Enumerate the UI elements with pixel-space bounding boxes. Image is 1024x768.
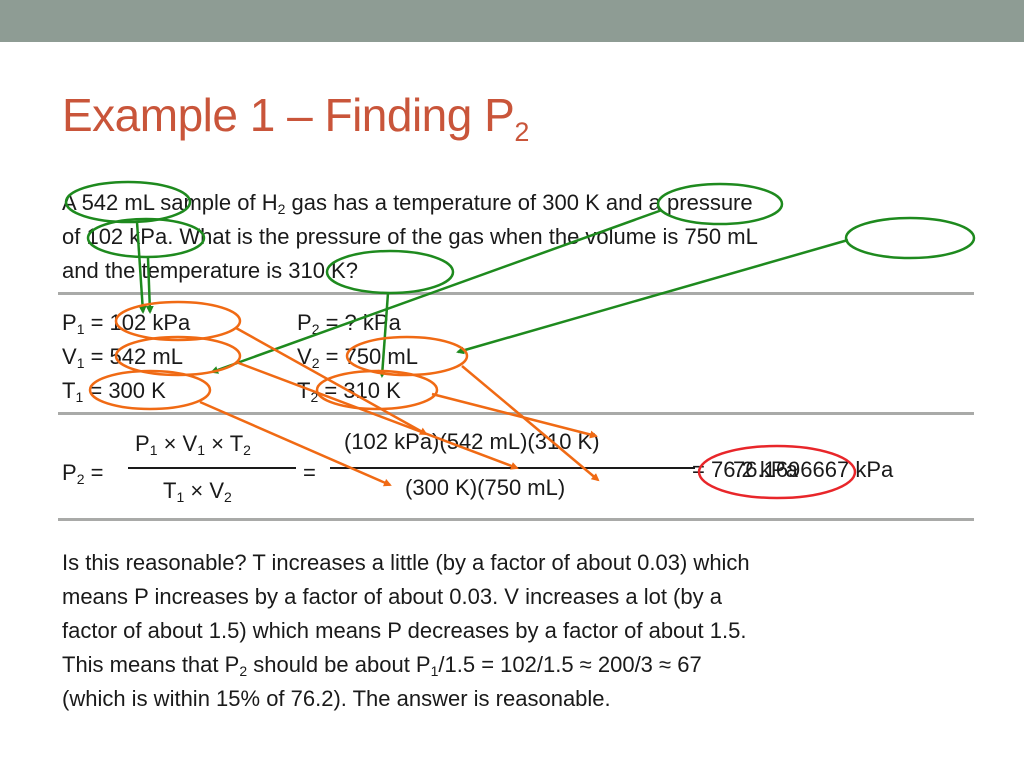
circle-750-ml [844,216,976,260]
circle-t1 [88,369,212,411]
formula-numerator: P1 × V1 × T2 [135,431,251,458]
result-value: = 76.2 kPa [692,457,798,482]
arrow-542-to-v1 [135,221,147,314]
top-bar [0,0,1024,42]
var-v2: V2 = 750 mL [297,344,418,371]
reasoning-line-1: Is this reasonable? T increases a little… [62,550,750,575]
var-p2: P2 = ? kPa [297,310,401,337]
arrow-310-to-t2 [378,292,390,378]
arrow-v2-to-denom [461,365,600,482]
arrow-300-to-t1 [210,208,663,374]
var-p1: P1 = 102 kPa [62,310,191,337]
arrow-p1-to-numer [235,326,428,436]
reasoning-line-2: means P increases by a factor of about 0… [62,584,722,609]
equation-lhs: P2 = [62,460,104,487]
arrow-750-to-v2 [456,238,849,355]
circle-v2 [345,335,469,377]
problem-line-1: A 542 mL sample of H2 gas has a temperat… [62,190,753,217]
circle-102-kpa [86,217,206,259]
var-v1: V1 = 542 mL [62,344,183,371]
circle-v1 [114,335,242,377]
arrow-v1-to-numer [235,360,519,470]
result-overlap: 76.1696667 kPa [733,457,894,482]
values-denominator: (300 K)(750 mL) [405,475,566,500]
circle-542-ml [64,180,192,224]
reasoning-line-5: (which is within 15% of 76.2). The answe… [62,686,611,711]
problem-line-2: of 102 kPa. What is the pressure of the … [62,224,758,249]
circle-300-k [656,182,784,226]
reasoning-line-4: This means that P2 should be about P1/1.… [62,652,702,679]
circle-t2 [315,369,439,411]
divider-1 [58,292,974,295]
problem-line-3: and the temperature is 310 K? [62,258,358,283]
divider-2 [58,412,974,415]
formula-denominator: T1 × V2 [163,478,232,505]
slide-title: Example 1 – Finding P2 [62,89,529,147]
circle-result [697,444,857,500]
circle-310-k [325,249,455,295]
divider-3 [58,518,974,521]
equation-equals: = [303,460,316,485]
var-t1: T1 = 300 K [62,378,166,405]
reasoning-line-3: factor of about 1.5) which means P decre… [62,618,747,643]
arrow-t2-to-numer [431,392,598,439]
arrow-t1-to-denom [199,400,392,487]
formula-fraction-bar [128,467,296,469]
circle-p1 [114,300,242,342]
